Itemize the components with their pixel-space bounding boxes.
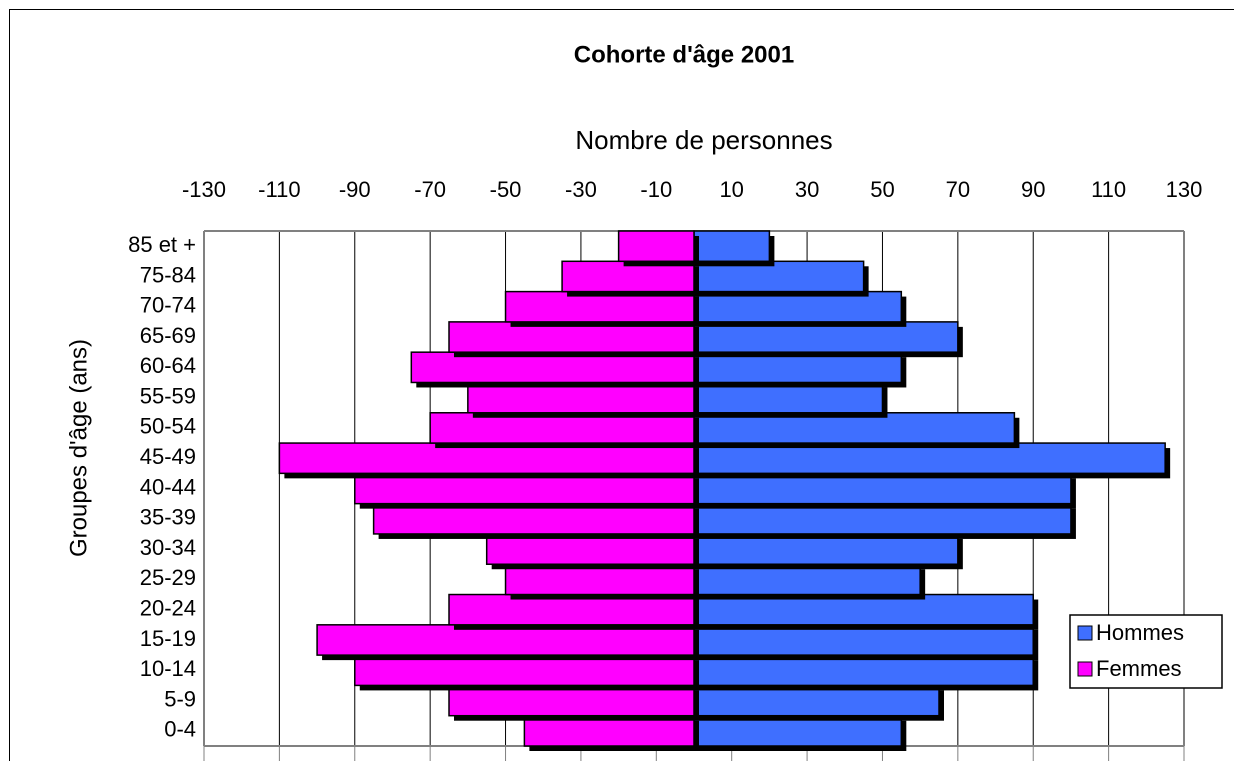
bar: [354, 472, 695, 505]
frame: [9, 9, 1234, 761]
y-tick-label: 50-54: [140, 414, 196, 439]
y-tick-label: 65-69: [140, 323, 196, 348]
legend-label: Femmes: [1096, 656, 1182, 681]
y-tick-label: 40-44: [140, 474, 196, 499]
x-tick-label: -70: [414, 177, 446, 202]
bar: [354, 654, 695, 687]
bar: [693, 563, 921, 596]
legend-swatch: [1077, 625, 1093, 641]
bar: [467, 381, 695, 414]
y-tick-label: 10-14: [140, 656, 196, 681]
bar: [504, 563, 695, 596]
x-tick-label: 90: [1021, 177, 1045, 202]
legend-label: Hommes: [1096, 620, 1184, 645]
x-tick-label: 70: [946, 177, 970, 202]
y-tick-label: 25-29: [140, 565, 196, 590]
bar: [448, 684, 695, 717]
y-tick-label: 15-19: [140, 626, 196, 651]
legend-box: [1069, 614, 1223, 689]
x-tick-label: 30: [795, 177, 819, 202]
bar: [693, 442, 1166, 475]
legend-swatch: [1077, 661, 1093, 677]
x-tick-label: -10: [640, 177, 672, 202]
x-tick-label: 50: [870, 177, 894, 202]
y-tick-label: 20-24: [140, 595, 196, 620]
bar: [485, 533, 695, 565]
y-tick-label: 55-59: [140, 383, 196, 408]
x-tick-label: -110: [258, 177, 300, 202]
x-tick-label: -50: [490, 177, 522, 202]
bar: [429, 412, 695, 444]
x-tick-label: 130: [1166, 177, 1203, 202]
y-tick-label: 60-64: [140, 353, 196, 378]
bar: [693, 230, 771, 263]
chart-title: Cohorte d'âge 2001: [574, 41, 794, 68]
bar: [693, 624, 1034, 656]
bar: [448, 321, 695, 353]
y-tick-label: 75-84: [140, 262, 196, 287]
bar: [504, 290, 695, 323]
bar: [693, 321, 959, 353]
y-tick-label: 35-39: [140, 505, 196, 530]
bar: [372, 502, 695, 535]
bar: [693, 260, 865, 293]
x-tick-label: -90: [339, 177, 371, 202]
x-tick-label: 110: [1091, 177, 1126, 202]
bar: [316, 624, 695, 656]
x-tick-label: -130: [182, 177, 226, 202]
y-tick-label: 30-34: [140, 535, 196, 560]
y-axis-title: Groupes d'âge (ans): [65, 339, 92, 557]
bar: [448, 593, 695, 626]
y-tick-label: 70-74: [140, 293, 196, 318]
bar: [693, 654, 1034, 687]
y-tick-label: 0-4: [164, 717, 196, 742]
x-axis-title: Nombre de personnes: [575, 125, 832, 155]
x-tick-label: -30: [565, 177, 597, 202]
y-tick-label: 85 et +: [128, 232, 196, 257]
y-tick-label: 45-49: [140, 444, 196, 469]
x-tick-label: 10: [719, 177, 743, 202]
bar: [693, 502, 1072, 535]
bar: [617, 230, 695, 263]
y-tick-label: 5-9: [164, 686, 196, 711]
